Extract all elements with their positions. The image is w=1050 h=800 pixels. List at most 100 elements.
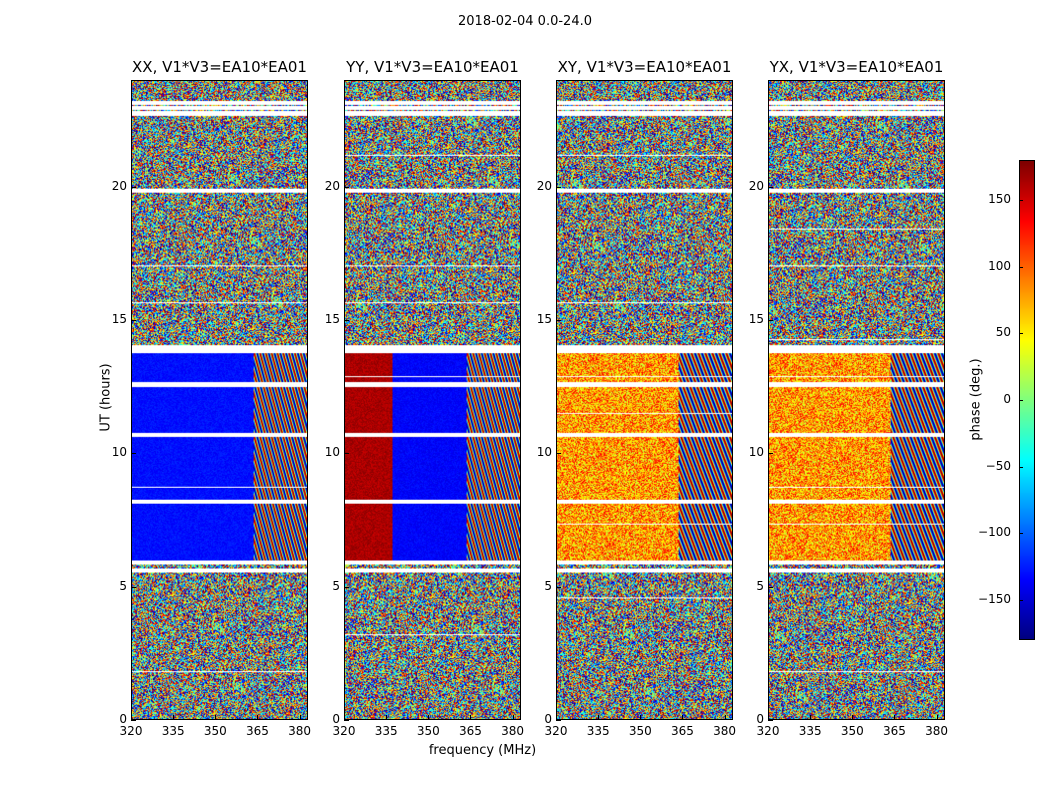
y-tick-mark (556, 586, 561, 588)
x-tick-mark (852, 715, 854, 720)
colorbar-tick-mark (1019, 333, 1023, 335)
colorbar-tick-label: 50 (995, 325, 1011, 340)
y-tick-mark (344, 320, 349, 321)
x-tick-mark (768, 715, 769, 720)
x-tick-label: 320 (332, 724, 356, 738)
x-tick-label: 335 (798, 724, 822, 738)
y-tick-label: 15 (324, 312, 340, 326)
x-tick-mark (810, 715, 812, 720)
y-tick-mark (556, 453, 561, 455)
y-tick-mark (768, 186, 773, 188)
y-tick-label: 20 (111, 178, 127, 193)
x-tick-label: 320 (756, 724, 780, 738)
x-tick-mark (598, 715, 600, 720)
x-tick-mark (344, 715, 345, 720)
y-tick-mark (768, 453, 773, 455)
heatmap-panel-yx (768, 80, 945, 720)
y-tick-label: 20 (748, 178, 764, 193)
y-tick-label: 0 (544, 712, 552, 726)
y-tick-label: 0 (332, 712, 340, 726)
x-tick-label: 365 (458, 724, 482, 738)
y-tick-label: 10 (111, 445, 127, 460)
x-tick-mark (724, 715, 726, 720)
heatmap-panel-xx (131, 80, 308, 720)
colorbar-tick-label: 150 (988, 192, 1011, 206)
x-tick-mark (512, 715, 514, 720)
x-tick-label: 350 (840, 724, 864, 738)
x-tick-label: 350 (416, 724, 440, 738)
x-tick-mark (299, 715, 301, 720)
x-tick-mark (894, 715, 896, 720)
y-tick-mark (344, 186, 349, 188)
y-tick-mark (556, 720, 561, 721)
colorbar-tick-mark (1019, 400, 1023, 401)
y-tick-mark (131, 186, 136, 188)
figure-title: 2018-02-04 0.0-24.0 (458, 14, 592, 29)
colorbar-tick-label: −50 (985, 458, 1011, 473)
colorbar-tick-mark (1019, 266, 1023, 268)
y-tick-label: 5 (544, 578, 552, 593)
y-tick-label: 20 (324, 178, 340, 193)
y-axis-label: UT (hours) (98, 363, 114, 432)
colorbar-tick-label: −100 (978, 525, 1011, 540)
y-tick-label: 10 (536, 445, 552, 460)
x-tick-mark (470, 715, 472, 720)
y-tick-mark (556, 320, 561, 321)
y-tick-mark (768, 586, 773, 588)
panel-title: YY, V1*V3=EA10*EA01 (346, 58, 519, 76)
panel-title: XX, V1*V3=EA10*EA01 (132, 58, 307, 76)
y-tick-label: 5 (119, 578, 127, 593)
y-tick-label: 0 (756, 712, 764, 726)
x-tick-label: 335 (161, 724, 185, 738)
colorbar-tick-label: 0 (1003, 392, 1011, 406)
y-tick-mark (131, 586, 136, 588)
x-tick-label: 350 (203, 724, 227, 738)
y-tick-mark (556, 186, 561, 188)
heatmap-panel-xy (556, 80, 733, 720)
x-axis-label: frequency (MHz) (428, 743, 537, 758)
y-tick-label: 15 (111, 312, 127, 326)
x-tick-label: 350 (628, 724, 652, 738)
colorbar-tick-label: −150 (978, 592, 1011, 606)
heatmap-panel-yy (344, 80, 521, 720)
colorbar-label: phase (deg.) (968, 358, 984, 441)
panel-title: YX, V1*V3=EA10*EA01 (769, 58, 944, 76)
x-tick-mark (173, 715, 175, 720)
colorbar-tick-mark (1019, 466, 1023, 468)
x-tick-label: 380 (713, 724, 737, 738)
x-tick-mark (131, 715, 132, 720)
x-tick-mark (386, 715, 388, 720)
y-tick-mark (344, 586, 349, 588)
x-tick-mark (682, 715, 684, 720)
y-tick-label: 10 (748, 445, 764, 460)
y-tick-mark (344, 720, 349, 721)
x-tick-label: 380 (288, 724, 312, 738)
x-tick-mark (556, 715, 557, 720)
panel-title: XY, V1*V3=EA10*EA01 (557, 58, 732, 76)
x-tick-mark (936, 715, 938, 720)
y-tick-label: 15 (536, 312, 552, 326)
y-tick-mark (131, 720, 136, 721)
y-tick-mark (768, 720, 773, 721)
x-tick-label: 380 (501, 724, 525, 738)
x-tick-label: 320 (119, 724, 143, 738)
colorbar-tick-mark (1019, 600, 1023, 601)
y-tick-label: 5 (332, 578, 340, 593)
colorbar-tick-label: 100 (988, 258, 1011, 273)
x-tick-mark (428, 715, 430, 720)
x-tick-mark (215, 715, 217, 720)
colorbar-tick-mark (1019, 200, 1023, 201)
x-tick-label: 380 (925, 724, 949, 738)
colorbar-tick-mark (1019, 533, 1023, 535)
x-tick-mark (257, 715, 259, 720)
y-tick-label: 10 (324, 445, 340, 460)
x-tick-label: 335 (586, 724, 610, 738)
y-tick-label: 0 (119, 712, 127, 726)
x-tick-label: 335 (374, 724, 398, 738)
x-tick-label: 365 (670, 724, 694, 738)
y-tick-mark (131, 320, 136, 321)
y-tick-mark (344, 453, 349, 455)
x-tick-mark (640, 715, 642, 720)
y-tick-label: 20 (536, 178, 552, 193)
